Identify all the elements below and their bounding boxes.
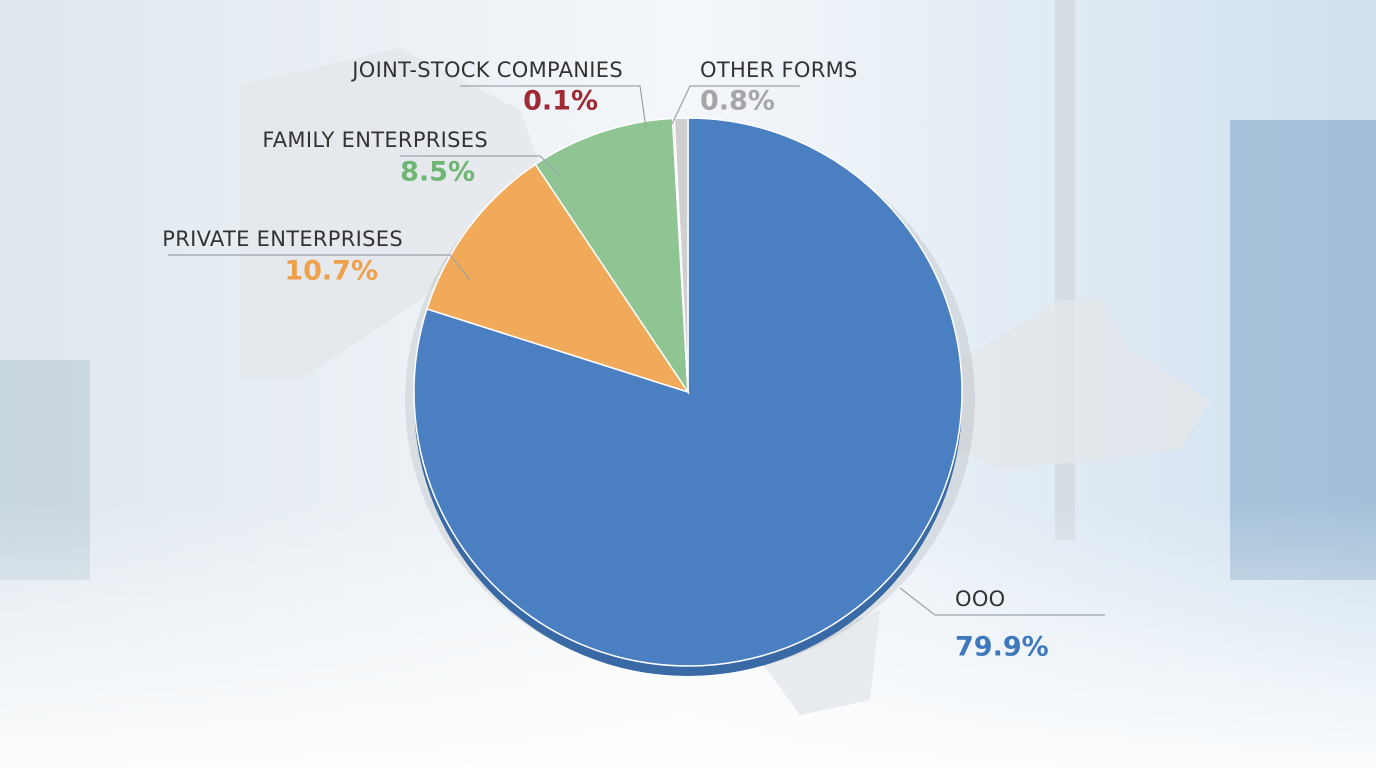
leader-line	[899, 587, 1105, 616]
value-label: 79.9%	[955, 632, 1049, 663]
category-label: PRIVATE ENTERPRISES	[162, 227, 403, 251]
value-label: 0.8%	[700, 86, 775, 117]
category-label: FAMILY ENTERPRISES	[262, 128, 488, 152]
pie-slice	[413, 117, 963, 667]
pie-slice	[425, 163, 690, 394]
value-label: 10.7%	[284, 256, 378, 287]
leader-line	[671, 85, 800, 125]
pie-slice	[534, 117, 689, 395]
map-shape	[940, 300, 1210, 470]
map-shape	[760, 610, 880, 715]
map-shape	[240, 48, 545, 380]
category-label: OOO	[955, 587, 1006, 611]
labels: OOO 79.9% PRIVATE ENTERPRISES 10.7% FAMILY E…	[162, 58, 1105, 663]
leader-line	[168, 254, 471, 281]
category-label: OTHER FORMS	[700, 58, 858, 82]
leader-line	[400, 155, 561, 176]
pie	[413, 117, 963, 676]
leader-line	[460, 85, 647, 129]
category-label: JOINT-STOCK COMPANIES	[350, 58, 623, 82]
value-label: 8.5%	[400, 157, 475, 188]
value-label: 0.1%	[523, 86, 598, 117]
